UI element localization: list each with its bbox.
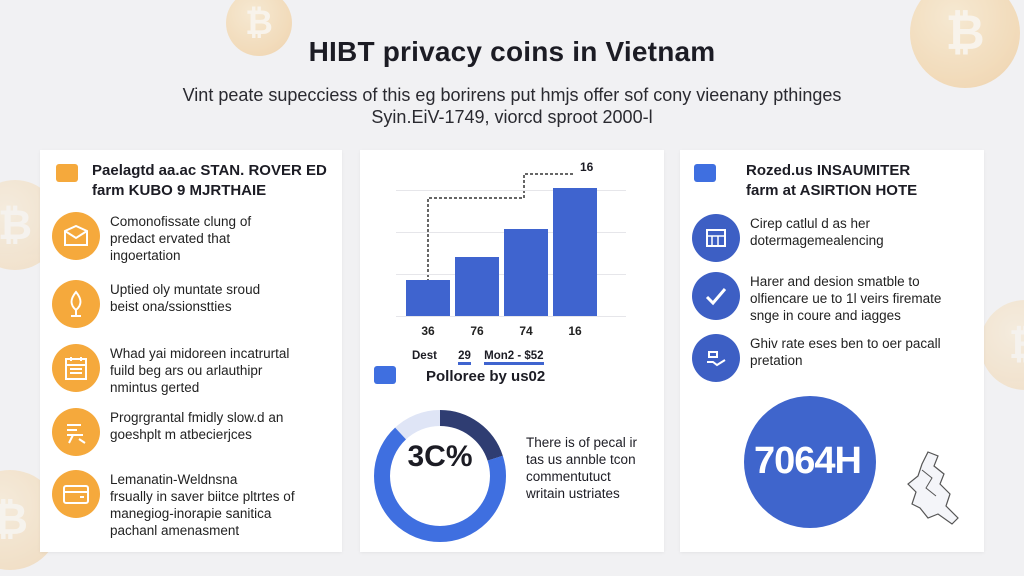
list-item: Uptied oly muntate sroud beist ona/ssion… bbox=[52, 280, 334, 336]
list-item: Ghiv rate eses ben to oer pacall pretati… bbox=[692, 334, 976, 390]
list-item: Harer and desion smatble to olfiencare u… bbox=[692, 272, 976, 328]
text-line: goeshplt m atbecierjces bbox=[110, 427, 252, 442]
list-item: Whad yai midoreen incatrurtal fuild beg … bbox=[52, 344, 334, 400]
chart-tick-label: 76 bbox=[470, 324, 484, 338]
pen-icon bbox=[52, 280, 100, 328]
list-item: Lemanatin-Weldnsna frsually in saver bii… bbox=[52, 470, 334, 538]
subtitle-line: Vint peate supecciess of this eg boriren… bbox=[182, 85, 842, 105]
text-line: snge in coure and iagges bbox=[750, 308, 901, 323]
legend-label: Mon2 - $52 bbox=[484, 350, 544, 365]
donut-chart bbox=[374, 410, 506, 542]
text-line: commentutuct bbox=[526, 469, 611, 484]
text-line: Uptied oly muntate sroud bbox=[110, 282, 261, 297]
header-marker-icon bbox=[56, 164, 78, 182]
bitcoin-icon: ₿ bbox=[945, 5, 985, 61]
chart-gridline bbox=[396, 316, 626, 317]
text-line: manegiog-inorapie sanitica bbox=[110, 506, 272, 521]
text-line: fuild beg ars ou arlauthipr bbox=[110, 363, 263, 378]
legend-label: 29 bbox=[458, 350, 471, 365]
heading-line: Paelagtd aa.ac STAN. ROVER ED bbox=[92, 162, 327, 179]
calendar-icon bbox=[52, 344, 100, 392]
chart-tick-label: 74 bbox=[519, 324, 533, 338]
text-line: Ghiv rate eses ben to oer pacall bbox=[750, 336, 941, 351]
chart-callout-line bbox=[427, 173, 574, 282]
chart-bar bbox=[553, 188, 597, 316]
list-item: Comonofissate clung of predact ervated t… bbox=[52, 212, 334, 268]
text-line: Comonofissate clung of bbox=[110, 214, 252, 229]
donut-segment-dark bbox=[374, 410, 506, 542]
bitcoin-icon: ₿ bbox=[0, 200, 33, 249]
chart-bar bbox=[455, 257, 499, 316]
text-line: frsually in saver biitce pltrtes of bbox=[110, 489, 295, 504]
bitcoin-coin-decoration: ₿ bbox=[980, 300, 1024, 390]
text-line: Lemanatin-Weldnsna bbox=[110, 472, 238, 487]
text-line: Cirep catlul d as her bbox=[750, 216, 871, 231]
list-item-text: Comonofissate clung of predact ervated t… bbox=[110, 213, 251, 264]
hand-coin-icon bbox=[692, 334, 740, 382]
text-line: Whad yai midoreen incatrurtal bbox=[110, 346, 290, 361]
text-line: pachanl amenasment bbox=[110, 523, 240, 538]
donut-segment-main bbox=[374, 410, 506, 542]
left-panel: Paelagtd aa.ac STAN. ROVER ED farm KUBO … bbox=[40, 150, 342, 552]
map-icon bbox=[907, 451, 959, 525]
header-marker-icon bbox=[374, 366, 396, 384]
chart-callout-label: 16 bbox=[580, 160, 594, 174]
donut-description: There is of pecal ir tas us annble tcon … bbox=[526, 434, 637, 502]
text-line: olfiencare ue to 1l veirs firemate bbox=[750, 291, 942, 306]
list-item-text: Harer and desion smatble to olfiencare u… bbox=[750, 273, 941, 324]
text-line: tas us annble tcon bbox=[526, 452, 636, 467]
highlight-circle bbox=[744, 396, 876, 528]
list-item-text: Cirep catlul d as her dotermagemealencin… bbox=[750, 215, 884, 249]
text-line: writain ustriates bbox=[526, 486, 620, 501]
text-line: Harer and desion smatble to bbox=[750, 274, 920, 289]
list-item-text: Uptied oly muntate sroud beist ona/ssion… bbox=[110, 281, 260, 315]
checkmark-icon bbox=[692, 272, 740, 320]
list-item-text: Lemanatin-Weldnsna frsually in saver bii… bbox=[110, 471, 295, 539]
text-line: ingoertation bbox=[110, 248, 181, 263]
chart-tick-label: 36 bbox=[421, 324, 435, 338]
text-line: dotermagemealencing bbox=[750, 233, 884, 248]
list-item-text: Whad yai midoreen incatrurtal fuild beg … bbox=[110, 345, 289, 396]
chart-tick-label: 16 bbox=[568, 324, 582, 338]
list-item: Progrgrantal fmidly slow.d an goeshplt m… bbox=[52, 408, 334, 464]
chart-bar bbox=[504, 228, 548, 316]
heading-line: Rozed.us INSAUMITER bbox=[746, 162, 911, 179]
subtitle-line: Syin.EiV-1749, viorcd sproot 2000-l bbox=[371, 107, 653, 127]
text-line: There is of pecal ir bbox=[526, 435, 638, 450]
list-item: Cirep catlul d as her dotermagemealencin… bbox=[692, 214, 976, 270]
list-item-text: Progrgrantal fmidly slow.d an goeshplt m… bbox=[110, 409, 283, 443]
left-panel-heading: Paelagtd aa.ac STAN. ROVER ED farm KUBO … bbox=[92, 161, 327, 201]
calculator-icon bbox=[692, 214, 740, 262]
bitcoin-icon: ₿ bbox=[245, 3, 273, 43]
donut-heading: Polloree by us02 bbox=[426, 368, 546, 385]
bitcoin-icon: ₿ bbox=[0, 494, 28, 545]
bar-chart: 16 36 76 74 16 bbox=[360, 150, 664, 360]
wallet-icon bbox=[52, 470, 100, 518]
right-panel-heading: Rozed.us INSAUMITER farm at ASIRTION HOT… bbox=[746, 161, 917, 201]
heading-line: farm at ASIRTION HOTE bbox=[746, 182, 918, 199]
bitcoin-icon: ₿ bbox=[980, 300, 1024, 390]
heading-line: farm KUBO 9 MJRTHAIE bbox=[92, 182, 267, 199]
big-value: 7064H bbox=[754, 440, 862, 482]
text-line: pretation bbox=[750, 353, 803, 368]
page-subtitle: Vint peate supecciess of this eg boriren… bbox=[0, 84, 1024, 128]
page-title: HIBT privacy coins in Vietnam bbox=[308, 36, 716, 67]
text-line: Progrgrantal fmidly slow.d an bbox=[110, 410, 284, 425]
legend-label: Dest bbox=[412, 350, 437, 362]
bitcoin-coin-decoration: ₿ bbox=[910, 0, 1020, 88]
chart-bar bbox=[406, 280, 450, 316]
chart-gridline bbox=[396, 190, 626, 191]
list-item-text: Ghiv rate eses ben to oer pacall pretati… bbox=[750, 335, 941, 369]
header-marker-icon bbox=[694, 164, 716, 182]
donut-value: 3C% bbox=[407, 440, 473, 473]
text-line: nmintus gerted bbox=[110, 380, 200, 395]
chart-legend: Dest 29 Mon2 - $52 bbox=[412, 350, 544, 365]
document-icon bbox=[52, 212, 100, 260]
right-panel: Rozed.us INSAUMITER farm at ASIRTION HOT… bbox=[680, 150, 984, 552]
bitcoin-coin-decoration: ₿ bbox=[226, 0, 292, 56]
middle-panel: 16 36 76 74 16 Dest 29 Mon2 - $52 Polloree … bbox=[360, 150, 664, 552]
text-line: predact ervated that bbox=[110, 231, 231, 246]
text-line: beist ona/ssionstties bbox=[110, 299, 232, 314]
coins-icon bbox=[52, 408, 100, 456]
